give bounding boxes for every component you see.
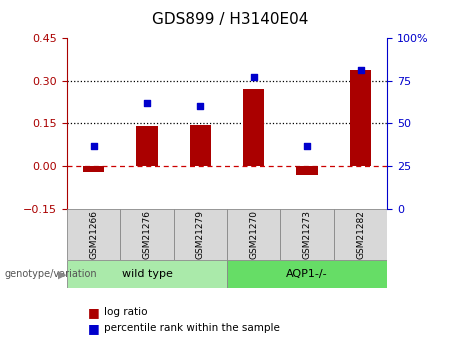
Text: ▶: ▶ [58,269,66,279]
Point [197,104,204,109]
Text: GSM21266: GSM21266 [89,210,98,259]
Point [90,143,97,148]
Text: wild type: wild type [122,269,172,279]
Bar [280,209,334,260]
Text: ■: ■ [88,322,99,335]
Point [357,68,364,73]
Text: percentile rank within the sample: percentile rank within the sample [104,324,280,333]
Bar [136,126,158,166]
Text: GSM21279: GSM21279 [196,210,205,259]
Text: AQP1-/-: AQP1-/- [286,269,328,279]
Bar [243,89,265,166]
Bar [189,125,211,166]
Bar [83,166,104,172]
Text: GDS899 / H3140E04: GDS899 / H3140E04 [152,12,309,27]
Point [143,100,151,106]
Text: ■: ■ [88,306,99,319]
Bar [67,209,120,260]
Text: GSM21273: GSM21273 [302,210,312,259]
Text: GSM21276: GSM21276 [142,210,152,259]
Bar [174,209,227,260]
Bar [227,260,387,288]
Point [303,143,311,148]
Point [250,75,257,80]
Text: log ratio: log ratio [104,307,147,317]
Text: GSM21282: GSM21282 [356,210,365,259]
Bar [334,209,387,260]
Bar [227,209,280,260]
Bar [296,166,318,175]
Text: GSM21270: GSM21270 [249,210,258,259]
Bar [350,70,371,166]
Bar [120,209,174,260]
Bar [67,260,227,288]
Text: genotype/variation: genotype/variation [5,269,97,279]
